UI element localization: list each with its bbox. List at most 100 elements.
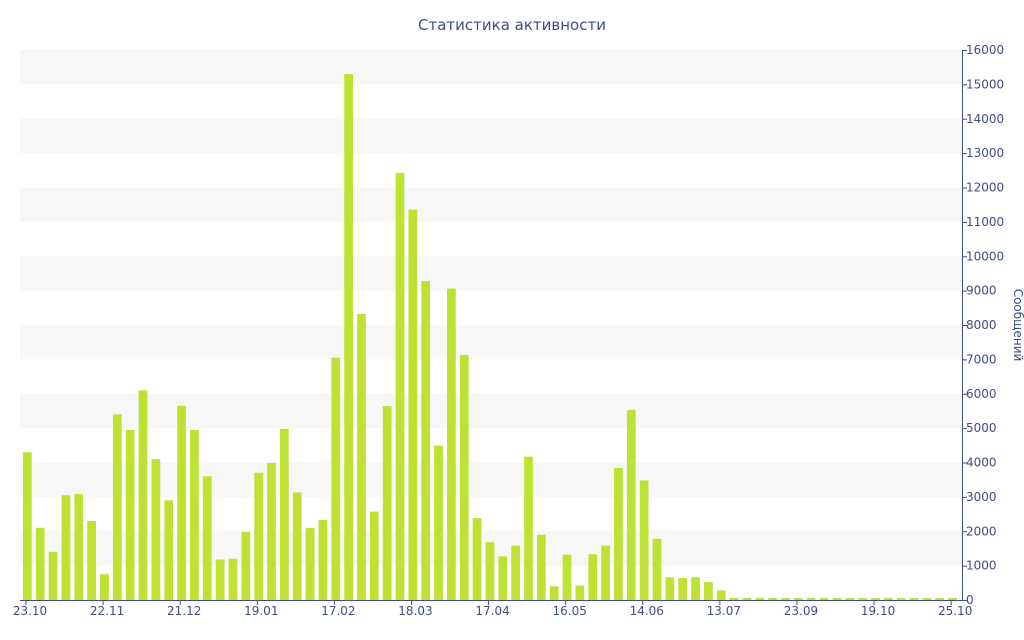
x-tick-label: 22.11 xyxy=(90,604,124,618)
bar xyxy=(755,597,765,600)
bar xyxy=(35,527,45,600)
bar xyxy=(112,414,122,600)
bar xyxy=(871,597,880,600)
y-tick-label: 6000 xyxy=(966,387,997,401)
y-tick-label: 16000 xyxy=(966,43,1004,57)
y-tick-label: 12000 xyxy=(966,181,1004,195)
bar xyxy=(228,558,238,600)
bar xyxy=(395,173,405,600)
y-tick-label: 10000 xyxy=(966,249,1004,263)
bar xyxy=(922,597,932,600)
bar xyxy=(511,545,521,600)
bar xyxy=(164,500,174,600)
bar xyxy=(498,556,508,600)
bar xyxy=(292,492,302,600)
y-tick-label: 14000 xyxy=(966,112,1004,126)
bar xyxy=(549,586,559,600)
chart-title: Статистика активности xyxy=(418,16,606,34)
bar xyxy=(562,554,572,600)
bar xyxy=(472,518,482,600)
bar xyxy=(254,472,264,600)
y-tick-label: 0 xyxy=(966,593,974,607)
bar xyxy=(23,452,32,600)
x-tick-label: 14.06 xyxy=(630,604,664,618)
bar xyxy=(369,511,379,600)
bar xyxy=(215,559,225,600)
bar xyxy=(61,495,71,600)
bar xyxy=(909,597,919,600)
x-tick-label: 13.07 xyxy=(707,604,741,618)
bar xyxy=(357,314,366,600)
bar xyxy=(382,406,392,600)
y-tick-label: 15000 xyxy=(966,77,1004,91)
grid-band xyxy=(20,393,962,429)
bar xyxy=(447,288,456,600)
y-tick-label: 4000 xyxy=(966,456,997,470)
y-tick-label: 13000 xyxy=(966,146,1004,160)
axes xyxy=(20,50,967,605)
bar xyxy=(485,542,495,600)
bar xyxy=(793,597,803,600)
x-tick-label: 18.03 xyxy=(398,604,432,618)
y-tick-label: 5000 xyxy=(966,421,997,435)
bar xyxy=(704,582,713,600)
y-tick-label: 9000 xyxy=(966,284,997,298)
bar xyxy=(125,429,135,600)
bar xyxy=(781,597,790,600)
x-tick-label: 19.10 xyxy=(861,604,895,618)
x-tick-labels: 23.10 22.11 21.12 19.01 17.02 18.03 17.04 16.05… xyxy=(13,604,973,618)
x-tick-label: 17.04 xyxy=(475,604,509,618)
bar xyxy=(87,520,96,600)
grid-band xyxy=(20,256,962,291)
bar xyxy=(190,429,199,600)
bar xyxy=(331,357,341,600)
grid-band xyxy=(20,462,962,497)
grid-band xyxy=(20,50,962,85)
bar xyxy=(948,597,957,600)
bar xyxy=(74,494,84,600)
bar xyxy=(678,578,688,600)
bar xyxy=(896,597,906,600)
grid-bands xyxy=(20,50,962,566)
grid-band xyxy=(20,187,962,222)
bar xyxy=(806,597,816,600)
bar xyxy=(536,534,546,600)
y-tick-label: 1000 xyxy=(966,559,997,573)
bar xyxy=(48,551,58,600)
bar xyxy=(729,597,739,600)
y-tick-label: 2000 xyxy=(966,524,997,538)
grid-band xyxy=(20,325,962,360)
bar xyxy=(434,445,443,600)
bar xyxy=(138,390,148,600)
bar xyxy=(524,456,533,600)
bar xyxy=(819,597,829,600)
bar xyxy=(267,462,276,600)
bar xyxy=(691,577,700,600)
bar xyxy=(768,597,777,600)
bar xyxy=(100,574,109,600)
y-tick-labels: 0 1000 2000 3000 4000 5000 6000 7000 8000 9000 100… xyxy=(966,43,1004,607)
x-tick-label: 21.12 xyxy=(167,604,201,618)
bar xyxy=(575,585,585,600)
x-tick-label: 17.02 xyxy=(321,604,355,618)
bar xyxy=(639,480,649,600)
bar xyxy=(652,538,662,600)
bar xyxy=(202,476,212,600)
bar xyxy=(845,597,855,600)
bar xyxy=(151,459,161,600)
bar xyxy=(177,405,186,600)
bar xyxy=(601,545,610,600)
x-tick-label: 16.05 xyxy=(552,604,586,618)
bar xyxy=(716,590,726,600)
bar xyxy=(665,577,675,600)
x-tick-label: 19.01 xyxy=(244,604,278,618)
x-tick-label: 23.10 xyxy=(13,604,47,618)
bar xyxy=(832,597,842,600)
bar xyxy=(318,519,328,600)
bar xyxy=(279,428,289,600)
bar xyxy=(626,409,636,600)
x-tick-label: 23.09 xyxy=(784,604,818,618)
x-tick-label: 25.10 xyxy=(938,604,972,618)
bar xyxy=(421,281,431,600)
bar xyxy=(858,597,867,600)
